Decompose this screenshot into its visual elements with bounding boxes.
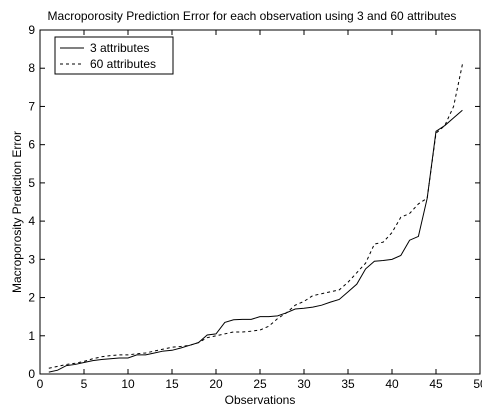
x-tick-label: 35 — [341, 377, 355, 391]
x-tick-label: 50 — [473, 377, 482, 391]
y-tick-label: 2 — [28, 291, 35, 305]
plot-area — [39, 29, 481, 375]
x-tick-label: 25 — [253, 377, 267, 391]
x-tick-label: 15 — [165, 377, 179, 391]
legend: 3 attributes 60 attributes — [54, 36, 174, 75]
y-axis-label: Macroporosity Prediction Error — [10, 131, 24, 293]
legend-label-3-attributes: 3 attributes — [90, 41, 149, 55]
x-tick-label: 40 — [385, 377, 399, 391]
legend-label-60-attributes: 60 attributes — [90, 57, 156, 71]
x-axis: 0 5 10 15 20 25 30 35 40 45 50 — [37, 30, 482, 391]
legend-box — [54, 36, 174, 75]
chart-title: Macroporosity Prediction Error for each … — [48, 9, 457, 23]
x-tick-label: 20 — [209, 377, 223, 391]
series-line-3-attributes — [48, 109, 463, 373]
y-tick-label: 5 — [28, 176, 35, 190]
y-tick-label: 4 — [28, 214, 35, 228]
x-tick-label: 45 — [429, 377, 443, 391]
y-tick-label: 7 — [28, 99, 35, 113]
x-tick-label: 0 — [37, 377, 44, 391]
y-tick-label: 1 — [28, 329, 35, 343]
series-line-60-attributes — [48, 64, 463, 369]
y-tick-label: 0 — [28, 367, 35, 381]
y-tick-label: 8 — [28, 61, 35, 75]
x-tick-label: 5 — [81, 377, 88, 391]
y-tick-label: 9 — [28, 23, 35, 37]
y-tick-label: 3 — [28, 252, 35, 266]
x-axis-label: Observations — [225, 393, 296, 407]
x-tick-label: 10 — [121, 377, 135, 391]
x-tick-label: 30 — [297, 377, 311, 391]
y-axis: 0 1 2 3 4 5 6 7 8 9 — [28, 23, 480, 381]
y-tick-label: 6 — [28, 138, 35, 152]
series-layer — [48, 64, 463, 373]
